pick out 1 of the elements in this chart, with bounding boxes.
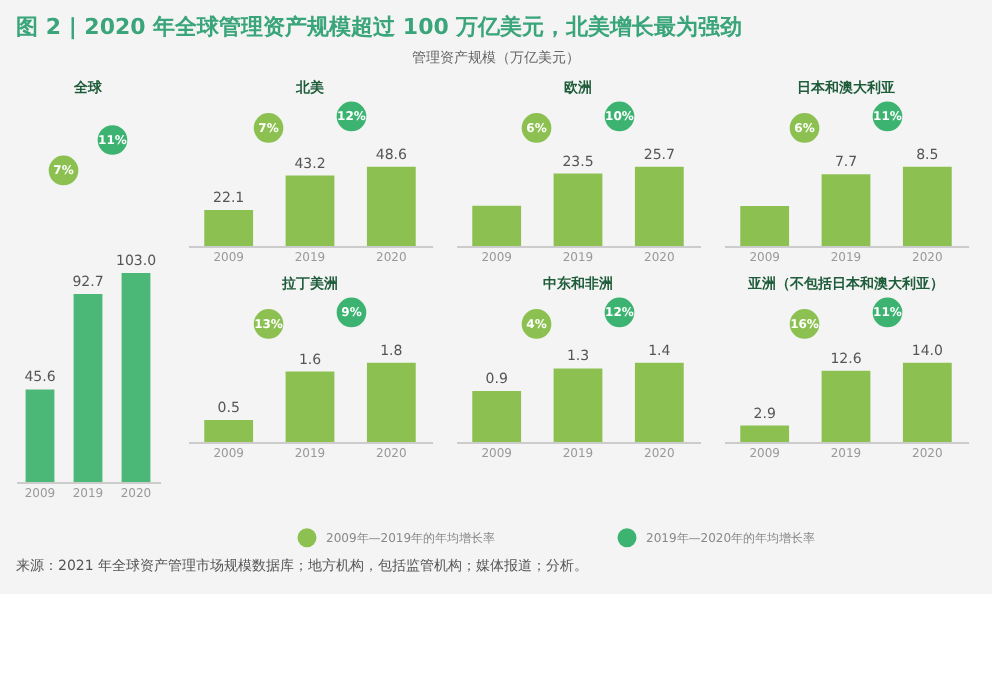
text: 图 2 | 2020 年全球管理资产规模超过 100 万亿美元，北美增长最为强劲 [16, 14, 743, 40]
